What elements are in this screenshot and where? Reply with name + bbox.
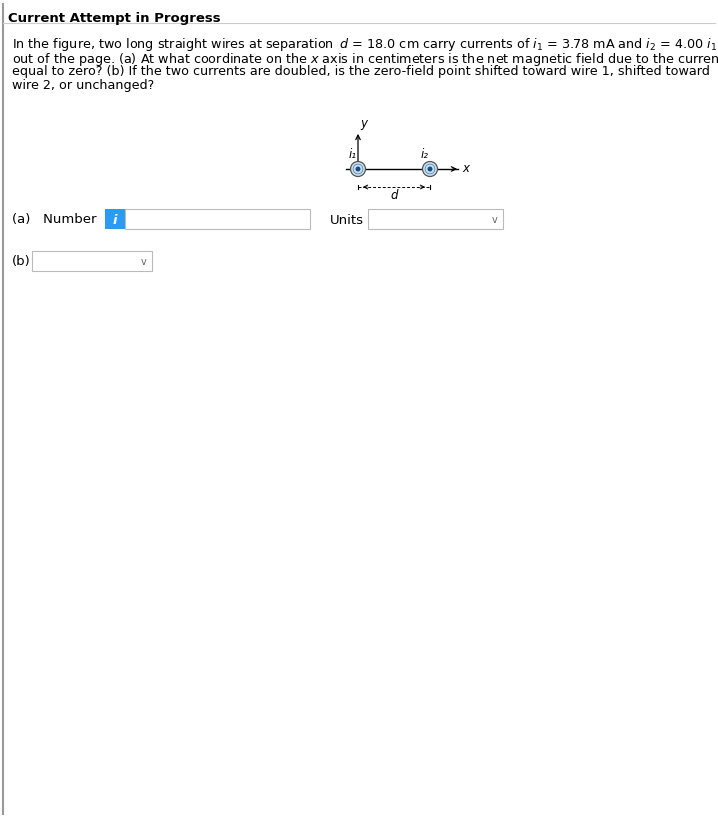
Text: v: v	[141, 256, 147, 267]
Text: Current Attempt in Progress: Current Attempt in Progress	[8, 12, 220, 25]
Text: i₁: i₁	[349, 148, 357, 161]
Text: (b): (b)	[12, 256, 31, 268]
Text: y: y	[360, 117, 367, 130]
Circle shape	[355, 167, 360, 172]
FancyBboxPatch shape	[125, 210, 310, 229]
Text: equal to zero? (b) If the two currents are doubled, is the zero-field point shif: equal to zero? (b) If the two currents a…	[12, 65, 710, 78]
Text: wire 2, or unchanged?: wire 2, or unchanged?	[12, 79, 154, 93]
Text: v: v	[492, 215, 498, 224]
Text: Units: Units	[330, 213, 364, 226]
Text: i₂: i₂	[421, 148, 429, 161]
Text: (a)   Number: (a) Number	[12, 213, 96, 226]
FancyBboxPatch shape	[105, 210, 125, 229]
Text: x: x	[462, 162, 469, 175]
Text: out of the page. (a) At what coordinate on the $x$ axis in centimeters is the ne: out of the page. (a) At what coordinate …	[12, 51, 718, 67]
Circle shape	[427, 167, 432, 172]
Circle shape	[350, 162, 365, 177]
FancyBboxPatch shape	[368, 210, 503, 229]
FancyBboxPatch shape	[32, 251, 152, 272]
Text: In the figure, two long straight wires at separation  $d$ = 18.0 cm carry curren: In the figure, two long straight wires a…	[12, 36, 717, 53]
Text: i: i	[113, 213, 117, 226]
Text: d: d	[391, 188, 398, 201]
Circle shape	[422, 162, 437, 177]
